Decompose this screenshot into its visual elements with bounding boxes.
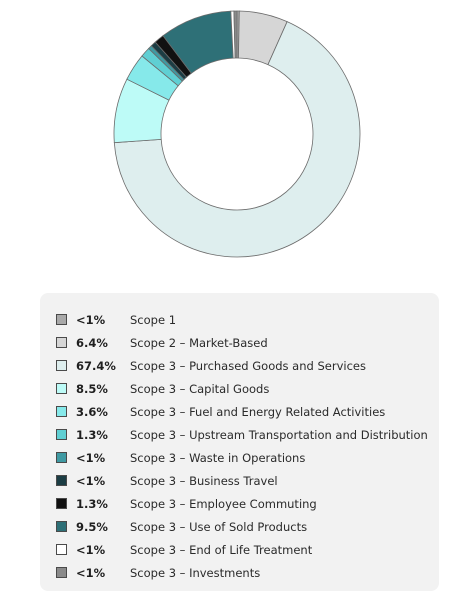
legend-percent: <1% [76,473,106,488]
legend-item-9: 9.5% Scope 3 – Use of Sold Products [56,515,439,538]
legend-swatch [56,406,67,417]
legend-swatch [56,360,67,371]
legend-percent: 67.4% [76,358,116,373]
legend-label: Scope 3 – End of Life Treatment [130,542,313,557]
legend-item-7: <1% Scope 3 – Business Travel [56,469,439,492]
legend-label: Scope 3 – Fuel and Energy Related Activi… [130,404,386,419]
legend-label: Scope 3 – Upstream Transportation and Di… [130,427,428,442]
donut-slice-11 [233,10,238,59]
legend-percent: 1.3% [76,496,108,511]
legend: <1% Scope 1 6.4% Scope 2 – Market-Based 67.4… [40,293,439,591]
donut-slice-2 [113,21,361,258]
donut-chart [0,0,474,280]
legend-label: Scope 3 – Use of Sold Products [130,519,308,534]
legend-item-2: 67.4% Scope 3 – Purchased Goods and Servi… [56,354,439,377]
legend-swatch [56,452,67,463]
legend-item-10: <1% Scope 3 – End of Life Treatment [56,538,439,561]
legend-label: Scope 3 – Business Travel [130,473,278,488]
legend-percent: <1% [76,312,106,327]
legend-swatch [56,475,67,486]
legend-item-8: 1.3% Scope 3 – Employee Commuting [56,492,439,515]
legend-percent: 9.5% [76,519,108,534]
legend-item-11: <1% Scope 3 – Investments [56,561,439,584]
legend-percent: <1% [76,565,106,580]
legend-swatch [56,314,67,325]
legend-item-4: 3.6% Scope 3 – Fuel and Energy Related Ac… [56,400,439,423]
legend-item-6: <1% Scope 3 – Waste in Operations [56,446,439,469]
legend-swatch [56,498,67,509]
legend-percent: <1% [76,450,106,465]
legend-item-5: 1.3% Scope 3 – Upstream Transportation an… [56,423,439,446]
legend-percent: 6.4% [76,335,108,350]
legend-percent: 8.5% [76,381,108,396]
legend-label: Scope 3 – Investments [130,565,261,580]
legend-label: Scope 2 – Market-Based [130,335,268,350]
legend-label: Scope 3 – Capital Goods [130,381,270,396]
legend-label: Scope 3 – Purchased Goods and Services [130,358,366,373]
legend-percent: 1.3% [76,427,108,442]
legend-label: Scope 3 – Waste in Operations [130,450,306,465]
legend-percent: <1% [76,542,106,557]
legend-swatch [56,544,67,555]
legend-item-1: 6.4% Scope 2 – Market-Based [56,331,439,354]
legend-label: Scope 3 – Employee Commuting [130,496,317,511]
legend-item-0: <1% Scope 1 [56,308,439,331]
legend-swatch [56,429,67,440]
legend-item-3: 8.5% Scope 3 – Capital Goods [56,377,439,400]
legend-swatch [56,521,67,532]
legend-swatch [56,337,67,348]
legend-percent: 3.6% [76,404,108,419]
legend-swatch [56,567,67,578]
legend-swatch [56,383,67,394]
legend-label: Scope 1 [130,312,177,327]
donut-svg [113,10,361,258]
